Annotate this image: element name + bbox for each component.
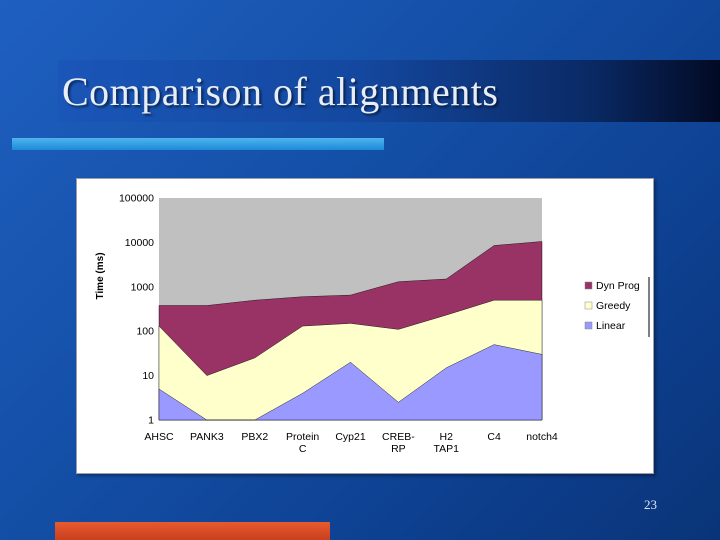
legend-label: Linear [596,320,626,332]
x-tick-label: C4 [487,431,501,443]
area-chart: 1 10 100 1000 10000 100000 AHSC PANK3 PBX2 Prote… [95,193,650,455]
title-bar [58,60,720,122]
y-tick-label: 10000 [125,237,154,249]
chart-frame: 1 10 100 1000 10000 100000 AHSC PANK3 PBX2 Prote… [76,178,654,474]
x-tick-label: Protein C [286,431,319,455]
legend-swatch [584,301,593,310]
slide-title: Comparison of alignments [62,69,499,114]
accent-bar-bottom [55,522,330,540]
y-tick-label: 1 [148,415,154,427]
y-tick-label: 1000 [131,281,155,293]
x-tick-label: notch4 [526,431,558,443]
y-tick-label: 10 [142,370,154,382]
y-tick-label: 100000 [119,193,154,205]
legend-label: Dyn Prog [596,280,640,292]
page-number: 23 [644,497,657,512]
x-tick-label: Cyp21 [335,431,366,443]
x-tick-label: H2 TAP1 [434,431,460,455]
area-series-linear [158,344,543,421]
x-tick-label: PBX2 [241,431,268,443]
x-tick-label: CREB-RP [382,431,415,455]
legend-swatch [584,321,593,330]
x-tick-label: AHSC [144,431,174,443]
x-tick-label: PANK3 [190,431,224,443]
y-tick-label: 100 [136,326,154,338]
legend-label: Greedy [596,300,631,312]
accent-bar-top [12,138,384,150]
y-axis-label: Time (ms) [95,252,106,299]
legend-swatch [584,281,593,290]
